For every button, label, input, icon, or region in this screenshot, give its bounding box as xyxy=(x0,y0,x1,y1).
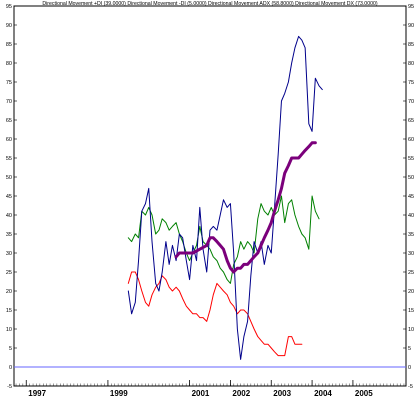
y-tick-label-right: 5 xyxy=(408,346,411,352)
y-tick-label-left: -5 xyxy=(7,384,12,390)
x-tick-label: 2001 xyxy=(192,389,210,398)
series-line-plus-di xyxy=(127,195,320,284)
y-tick-label-right: 90 xyxy=(408,23,414,29)
y-tick-label-right: 30 xyxy=(408,251,414,257)
y-tick-label-left: 15 xyxy=(6,308,12,314)
y-tick-label-left: 65 xyxy=(6,118,12,124)
y-tick-label-right: 35 xyxy=(408,232,414,238)
y-tick-label-right: 60 xyxy=(408,137,414,143)
y-tick-label-left: 45 xyxy=(6,194,12,200)
y-tick-label-right: 50 xyxy=(408,175,414,181)
y-tick-label-left: 90 xyxy=(6,23,12,29)
y-tick-label-left: 5 xyxy=(9,346,12,352)
y-tick-label-left: 70 xyxy=(6,99,12,105)
y-tick-label-left: 50 xyxy=(6,175,12,181)
y-tick-label-left: 25 xyxy=(6,270,12,276)
chart-title: Directional Movement +DI (39.0000) Direc… xyxy=(42,1,378,7)
y-tick-label-right: 80 xyxy=(408,61,414,67)
y-tick-label-right: 70 xyxy=(408,99,414,105)
y-tick-label-left: 10 xyxy=(6,327,12,333)
y-tick-label-left: 75 xyxy=(6,80,12,86)
y-tick-label-right: 0 xyxy=(408,365,411,371)
x-tick-label: 2005 xyxy=(355,389,373,398)
y-tick-label-left: 35 xyxy=(6,232,12,238)
y-tick-label-right: 55 xyxy=(408,156,414,162)
x-tick-label: 2003 xyxy=(273,389,291,398)
y-tick-label-right: 25 xyxy=(408,270,414,276)
y-tick-label-left: 0 xyxy=(9,365,12,371)
series-line-adx xyxy=(174,141,317,274)
y-tick-label-left: 55 xyxy=(6,156,12,162)
y-tick-label-left: 95 xyxy=(6,4,12,10)
series-line-dx xyxy=(127,35,323,360)
y-tick-label-left: 60 xyxy=(6,137,12,143)
y-tick-label-left: 85 xyxy=(6,42,12,48)
y-tick-label-right: 95 xyxy=(408,4,414,10)
x-tick-label: 1999 xyxy=(110,389,128,398)
x-tick-label: 2002 xyxy=(232,389,250,398)
y-tick-label-right: 20 xyxy=(408,289,414,295)
x-tick-label: 2004 xyxy=(314,389,332,398)
x-tick-label: 1997 xyxy=(28,389,46,398)
y-tick-label-right: 45 xyxy=(408,194,414,200)
y-tick-label-right: 65 xyxy=(408,118,414,124)
y-tick-label-right: 10 xyxy=(408,327,414,333)
y-tick-label-right: 15 xyxy=(408,308,414,314)
y-tick-label-left: 40 xyxy=(6,213,12,219)
y-tick-label-right: 40 xyxy=(408,213,414,219)
y-tick-label-right: 75 xyxy=(408,80,414,86)
y-tick-label-right: -5 xyxy=(408,384,413,390)
y-tick-label-left: 20 xyxy=(6,289,12,295)
y-tick-label-left: 80 xyxy=(6,61,12,67)
plot-frame xyxy=(13,5,407,387)
series-line-minus-di xyxy=(127,271,303,357)
y-tick-label-left: 30 xyxy=(6,251,12,257)
y-tick-label-right: 85 xyxy=(408,42,414,48)
